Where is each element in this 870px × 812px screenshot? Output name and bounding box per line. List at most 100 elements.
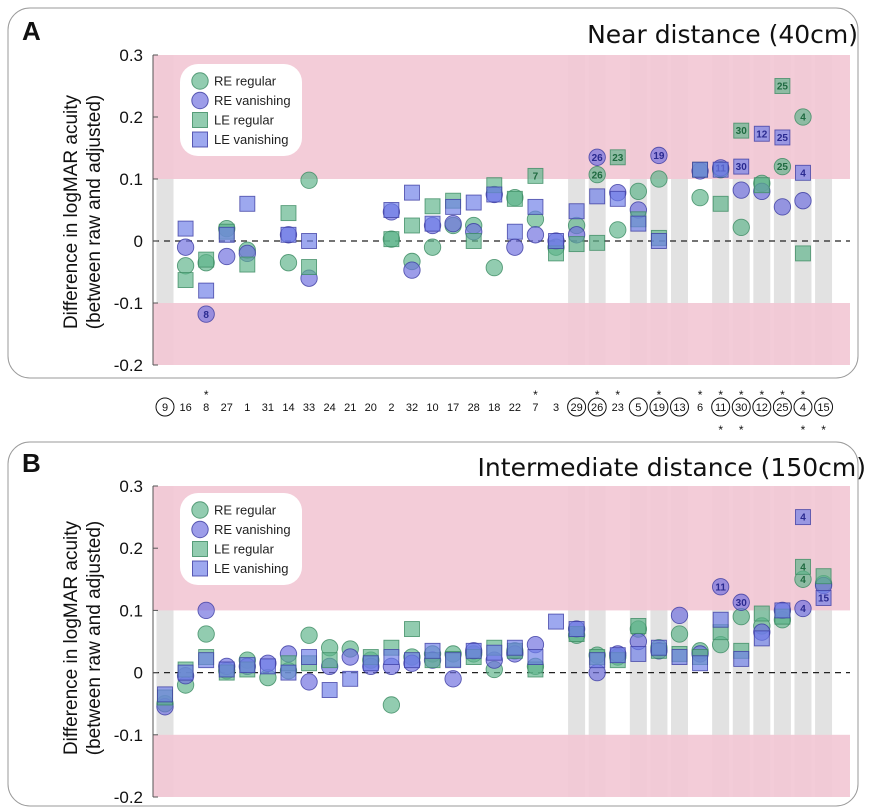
panel-a-title: Near distance (40cm) bbox=[587, 20, 858, 49]
le-regular-point-26 bbox=[589, 234, 606, 251]
participant-circle-26 bbox=[587, 397, 607, 417]
le-vanishing-point-19 bbox=[650, 639, 667, 656]
significance-star-top-19: * bbox=[657, 388, 662, 402]
le-vanishing-point-8 bbox=[198, 282, 215, 299]
y-tick-label: 0 bbox=[134, 232, 143, 251]
re-regular-point-4 bbox=[794, 108, 812, 126]
panel-a-ylabel: Difference in logMAR acuity(between raw … bbox=[61, 94, 105, 329]
y-tick-label: -0.1 bbox=[114, 294, 143, 313]
significance-star-bottom-30: * bbox=[739, 423, 744, 437]
re-regular-point-33 bbox=[300, 171, 318, 189]
re-vanishing-point-4 bbox=[794, 599, 812, 618]
panel-b-title: Intermediate distance (150cm) bbox=[478, 453, 866, 482]
legend-label-re-regular: RE regular bbox=[214, 74, 277, 89]
le-vanishing-point-7 bbox=[527, 649, 544, 665]
participant-id-16: 16 bbox=[179, 402, 191, 414]
panel-a-letter: A bbox=[22, 16, 41, 46]
re-regular-point-label-26: 26 bbox=[592, 170, 604, 181]
le-vanishing-point-26 bbox=[589, 188, 606, 205]
le-vanishing-point-label-15: 15 bbox=[818, 594, 830, 605]
re-vanishing-point-30 bbox=[732, 593, 750, 611]
legend-label-le-regular: LE regular bbox=[214, 113, 275, 128]
participant-id-29: 29 bbox=[570, 402, 582, 414]
legend-label-re-vanishing: RE vanishing bbox=[214, 522, 291, 537]
participant-circle-29 bbox=[567, 397, 587, 417]
le-vanishing-point-24 bbox=[321, 682, 338, 698]
participant-id-22: 22 bbox=[509, 402, 521, 414]
le-vanishing-point-22 bbox=[506, 639, 523, 656]
y-tick-label: 0.2 bbox=[119, 539, 143, 558]
le-vanishing-point-13 bbox=[671, 649, 688, 665]
le-regular-point-12 bbox=[753, 177, 770, 194]
re-vanishing-point-30 bbox=[732, 181, 750, 199]
re-vanishing-point-label-4: 4 bbox=[800, 604, 806, 615]
le-regular-point-label-25: 25 bbox=[777, 82, 789, 93]
re-regular-point-label-25: 25 bbox=[777, 162, 789, 173]
re-vanishing-point-7 bbox=[526, 226, 545, 244]
legend-marker-re-regular bbox=[191, 72, 209, 90]
re-regular-point-2 bbox=[382, 696, 401, 714]
le-vanishing-point-15 bbox=[815, 590, 832, 606]
significance-star-top-12: * bbox=[759, 388, 764, 402]
participant-id-9: 9 bbox=[162, 402, 168, 414]
le-vanishing-point-32 bbox=[404, 652, 420, 669]
le-vanishing-point-27 bbox=[218, 661, 235, 678]
participant-circle-19 bbox=[649, 397, 669, 417]
legend-label-le-regular: LE regular bbox=[214, 542, 275, 557]
threshold-band-lower bbox=[153, 734, 850, 797]
le-vanishing-point-21 bbox=[342, 670, 359, 687]
le-vanishing-point-3 bbox=[548, 233, 564, 249]
re-regular-point-30 bbox=[732, 218, 750, 237]
re-vanishing-point-11 bbox=[712, 578, 730, 596]
le-regular-point-32 bbox=[404, 217, 420, 234]
participant-id-31: 31 bbox=[262, 402, 274, 414]
le-regular-point-15 bbox=[815, 568, 832, 585]
re-vanishing-point-4 bbox=[794, 192, 812, 210]
le-vanishing-point-6 bbox=[692, 655, 709, 672]
participant-id-1: 1 bbox=[244, 402, 250, 414]
re-vanishing-point-32 bbox=[403, 261, 421, 279]
participant-id-11: 11 bbox=[715, 402, 726, 414]
participant-id-13: 13 bbox=[673, 402, 685, 414]
le-regular-point-label-7: 7 bbox=[533, 172, 539, 183]
legend: RE regular RE vanishing LE regular LE vanis… bbox=[180, 493, 302, 585]
significance-star-bottom-15: * bbox=[821, 423, 826, 437]
le-regular-point-30 bbox=[733, 122, 750, 139]
significance-star-top-8: * bbox=[204, 388, 209, 402]
le-regular-point-label-23: 23 bbox=[612, 153, 624, 164]
re-regular-point-16 bbox=[176, 257, 195, 275]
le-vanishing-point-12 bbox=[753, 125, 770, 142]
re-vanishing-point-label-11: 11 bbox=[715, 582, 726, 593]
le-vanishing-point-label-25: 25 bbox=[777, 133, 789, 144]
re-regular-point-33 bbox=[300, 626, 318, 644]
participant-id-3: 3 bbox=[553, 402, 559, 414]
re-vanishing-point-27 bbox=[218, 247, 236, 266]
re-vanishing-point-16 bbox=[176, 238, 195, 256]
le-vanishing-point-1 bbox=[239, 195, 256, 212]
participant-id-7: 7 bbox=[532, 402, 538, 414]
significance-star-top-30: * bbox=[739, 388, 744, 402]
participant-id-32: 32 bbox=[406, 402, 418, 414]
participant-id-30: 30 bbox=[735, 402, 747, 414]
significance-star-bottom-11: * bbox=[718, 423, 723, 437]
le-vanishing-point-23 bbox=[609, 647, 626, 664]
le-regular-point-7 bbox=[527, 167, 544, 184]
re-vanishing-point-19 bbox=[650, 146, 668, 165]
le-regular-point-28 bbox=[465, 233, 482, 249]
le-vanishing-point-12 bbox=[753, 630, 770, 647]
legend-marker-le-vanishing bbox=[192, 560, 208, 577]
participant-id-27: 27 bbox=[221, 402, 233, 414]
participant-id-10: 10 bbox=[426, 402, 438, 414]
le-vanishing-point-11 bbox=[712, 611, 729, 628]
le-vanishing-point-11 bbox=[712, 161, 729, 178]
le-vanishing-point-31 bbox=[259, 658, 276, 675]
le-vanishing-point-2 bbox=[383, 202, 400, 218]
le-vanishing-point-30 bbox=[733, 158, 750, 175]
participant-id-5: 5 bbox=[635, 402, 641, 414]
re-vanishing-point-8 bbox=[197, 601, 215, 620]
le-vanishing-point-28 bbox=[465, 194, 482, 211]
legend-marker-re-vanishing bbox=[191, 91, 209, 110]
le-vanishing-point-23 bbox=[609, 190, 626, 207]
le-vanishing-point-20 bbox=[362, 655, 379, 672]
